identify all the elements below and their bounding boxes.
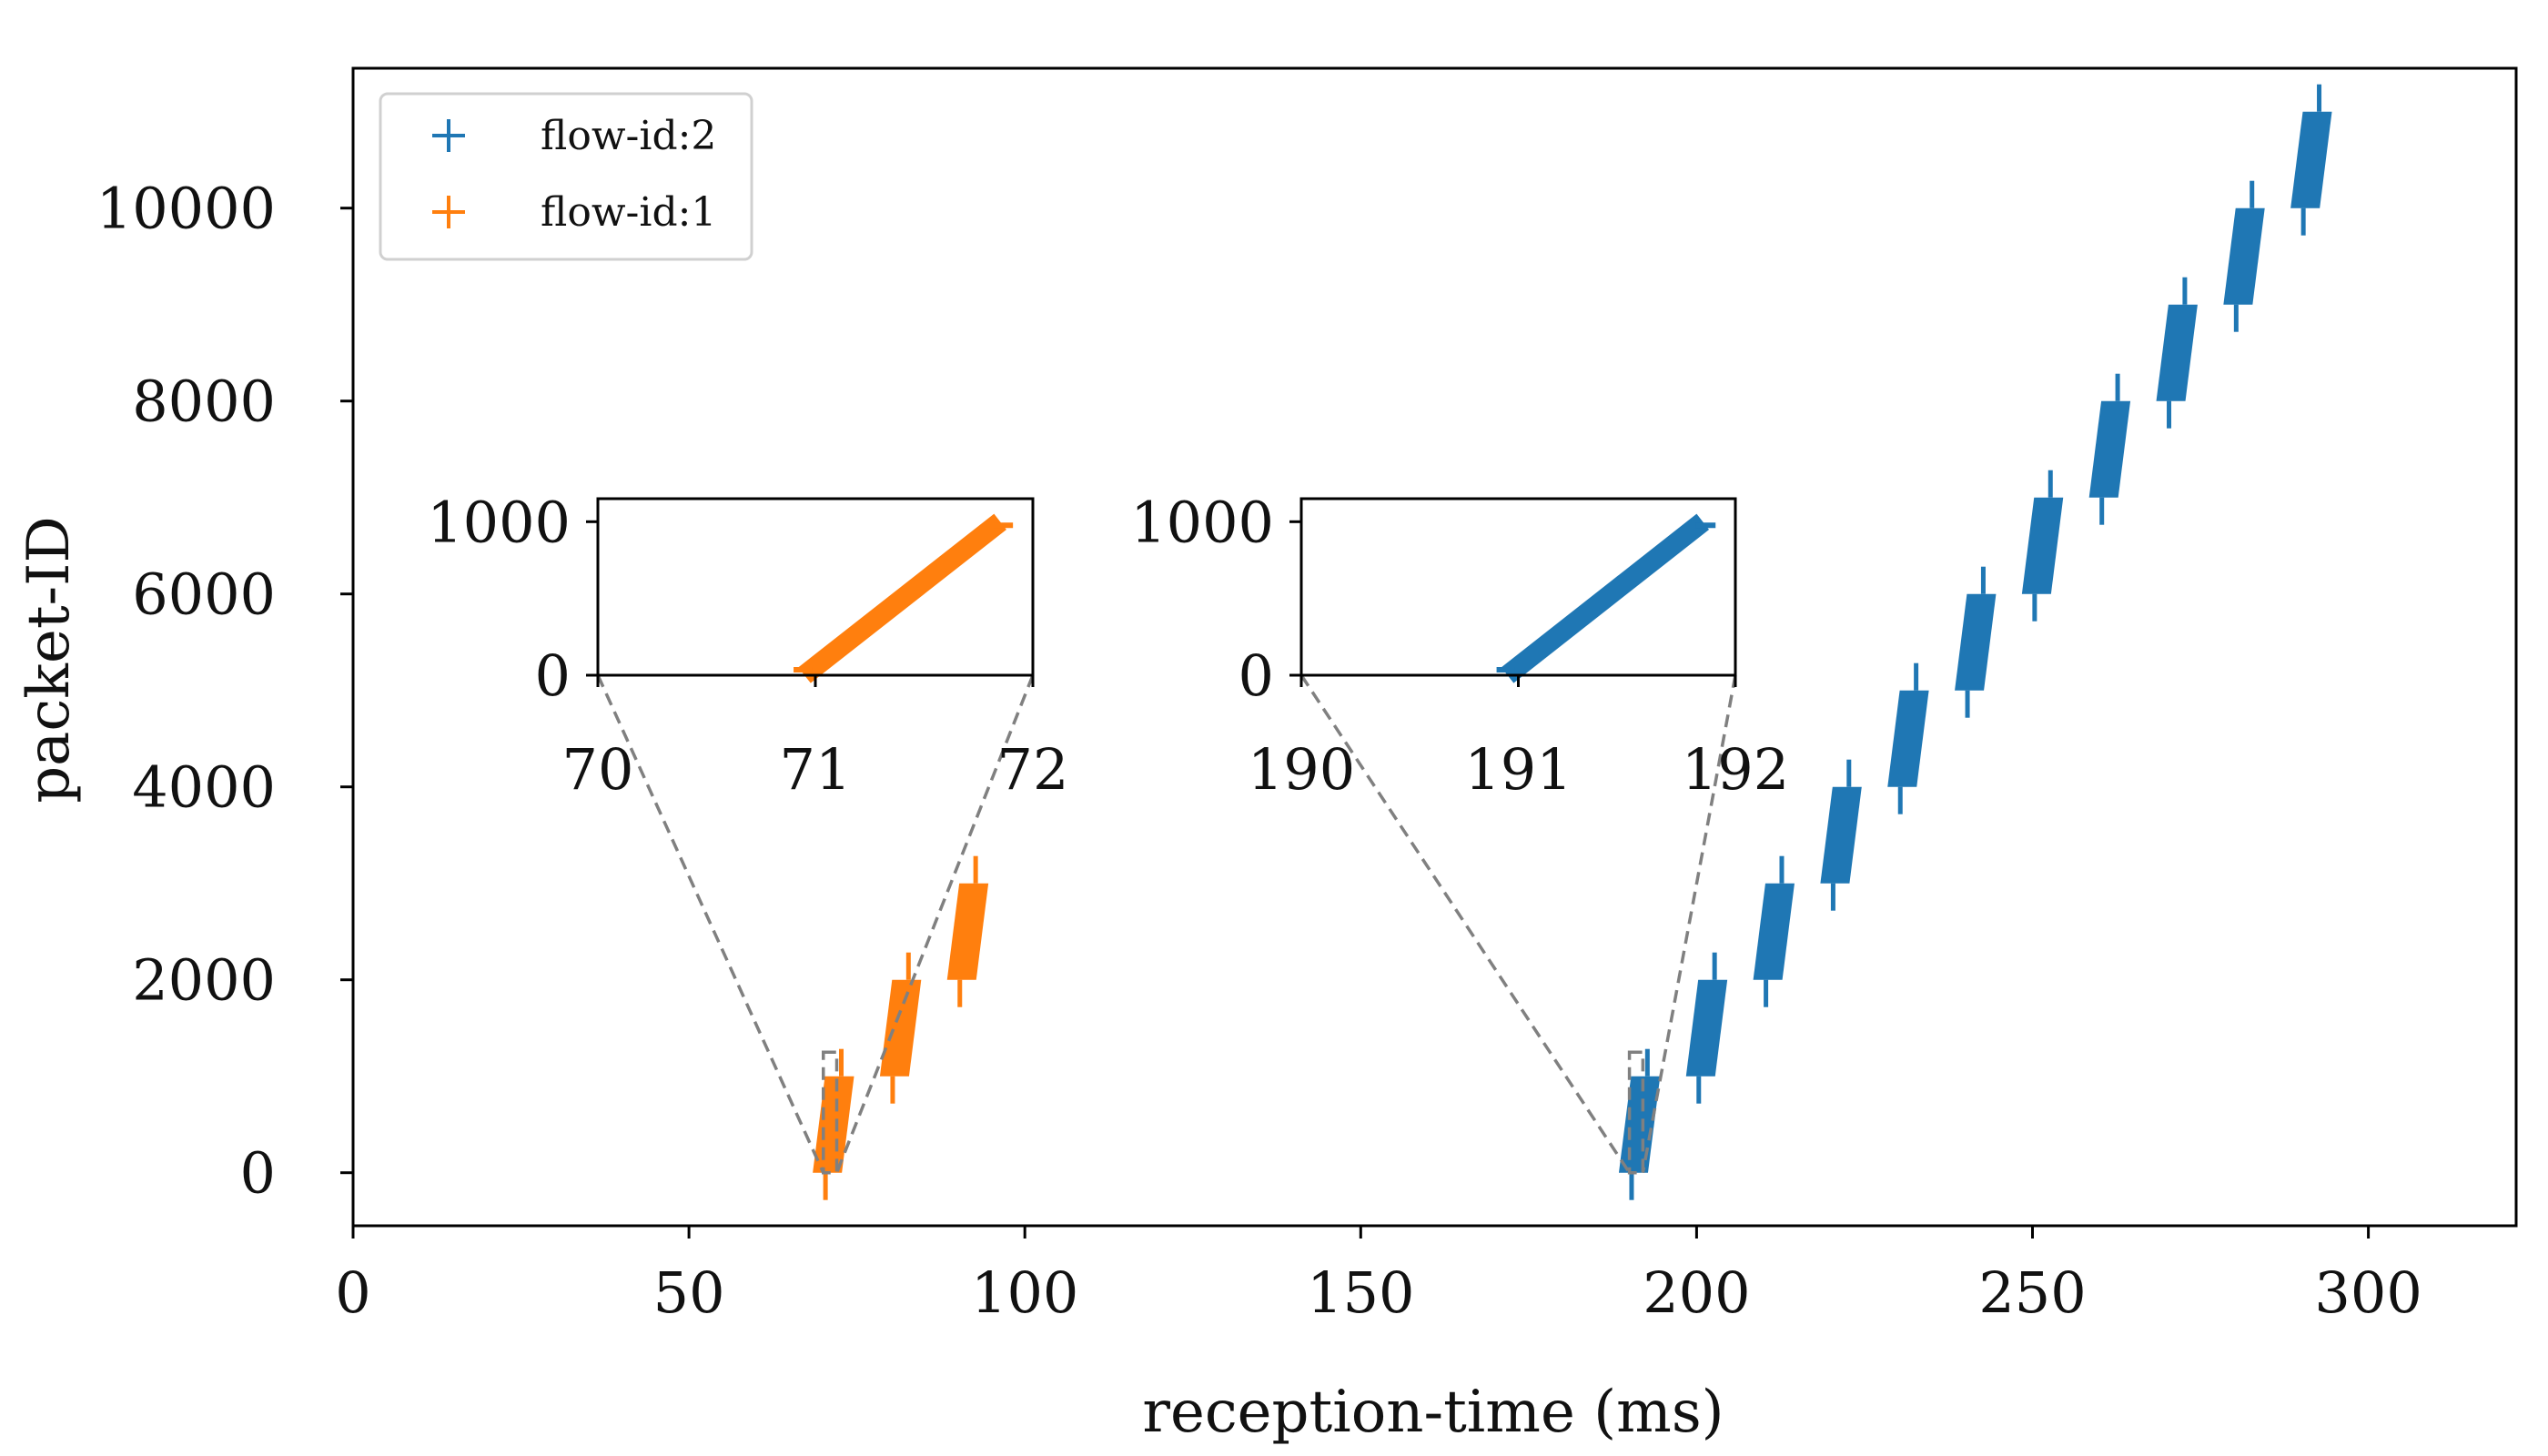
legend: flow-id:2 flow-id:1 — [379, 92, 753, 261]
y-tick-label-4: 8000 — [132, 369, 276, 435]
burst-0-2 — [1753, 883, 1795, 980]
y-tick-label-5: 10000 — [96, 176, 276, 242]
inset-x-tick-label-0-1: 71 — [780, 736, 852, 803]
zoom-region-1 — [1627, 1050, 1645, 1175]
y-tick-label-3: 6000 — [132, 561, 276, 628]
x-tick-label-5: 250 — [1978, 1259, 2086, 1326]
legend-label-1: flow-id:1 — [541, 189, 716, 236]
x-tick-label-3: 150 — [1307, 1259, 1414, 1326]
plot-marks — [813, 84, 2332, 1200]
inset-x-tick-label-1-1: 191 — [1464, 736, 1572, 803]
inset-x-tick-label-0-2: 72 — [997, 736, 1069, 803]
burst-0-10 — [2290, 111, 2332, 208]
burst-0-7 — [2088, 400, 2131, 498]
burst-0-3 — [1820, 786, 1862, 884]
inset-y-tick-label-1-1: 1000 — [1130, 489, 1274, 555]
x-axis-label: reception-time (ms) — [1142, 1379, 1724, 1446]
inset-y-tick-label-1-0: 0 — [1239, 642, 1274, 709]
x-tick-label-4: 200 — [1643, 1259, 1750, 1326]
zoom-region-0 — [821, 1050, 839, 1175]
x-tick-label-0: 0 — [335, 1259, 370, 1326]
inset-bg-1 — [1301, 499, 1735, 675]
inset-x-tick-label-1-0: 190 — [1248, 736, 1355, 803]
inset-x-tick-label-0-0: 70 — [562, 736, 634, 803]
y-axis-label: packet-ID — [15, 516, 83, 804]
inset-data-1 — [1501, 513, 1710, 683]
insets: 70 71 72 0 1000 190 191 192 0 1000 — [427, 489, 1789, 803]
legend-label-0: flow-id:2 — [541, 113, 716, 159]
connector-right-0 — [834, 674, 1035, 1174]
connector-left-0 — [596, 674, 825, 1174]
x-tick-label-2: 100 — [971, 1259, 1078, 1326]
connector-right-1 — [1641, 674, 1737, 1174]
inset-x-tick-label-1-2: 192 — [1682, 736, 1789, 803]
burst-0-6 — [2021, 497, 2064, 594]
burst-1-2 — [946, 883, 989, 980]
plot-frame — [351, 66, 2518, 1228]
burst-0-9 — [2223, 207, 2265, 305]
inset-bg-0 — [598, 499, 1033, 675]
burst-1-1 — [879, 979, 922, 1077]
y-tick-label-0: 0 — [240, 1140, 276, 1207]
x-tick-label-1: 50 — [653, 1259, 725, 1326]
burst-0-8 — [2156, 304, 2198, 401]
inset-y-tick-label-0-0: 0 — [535, 642, 571, 709]
inset-data-0 — [798, 513, 1006, 683]
burst-0-1 — [1685, 979, 1728, 1077]
y-tick-label-2: 4000 — [132, 754, 276, 821]
y-tick-label-1: 2000 — [132, 947, 276, 1014]
burst-0-5 — [1955, 593, 1997, 691]
inset-connectors — [596, 674, 1737, 1175]
burst-0-4 — [1887, 690, 1929, 787]
x-tick-label-6: 300 — [2314, 1259, 2422, 1326]
inset-y-tick-label-0-1: 1000 — [427, 489, 571, 555]
legend-frame — [379, 92, 753, 261]
